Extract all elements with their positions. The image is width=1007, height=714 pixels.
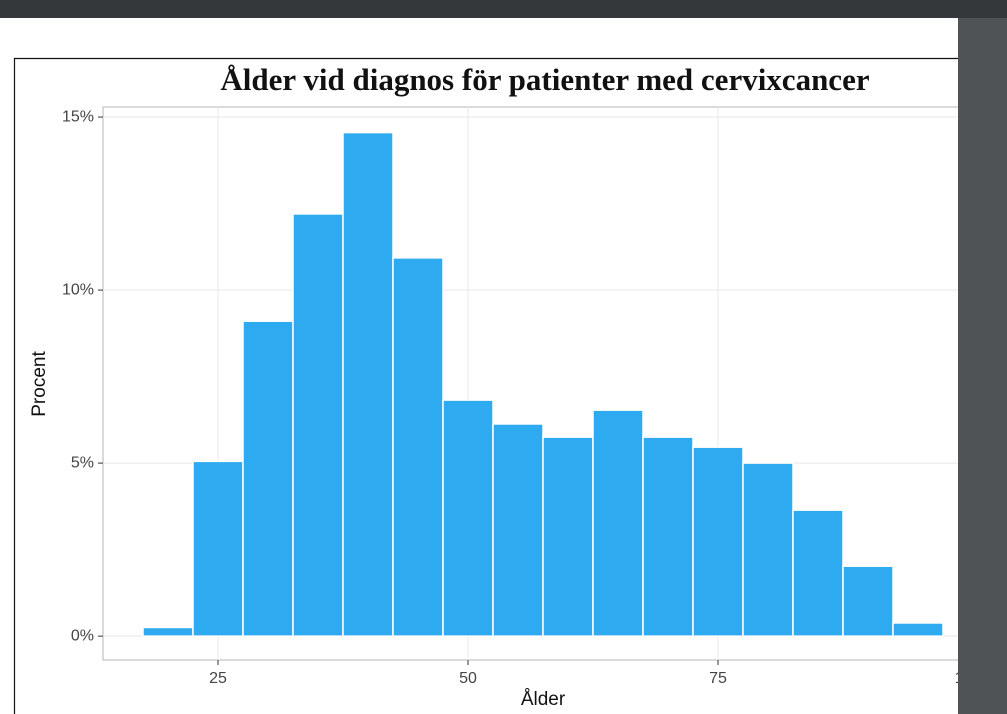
top-bar [0,0,1007,18]
bar [792,509,844,637]
bar [642,436,694,637]
y-tick-label: 10% [62,281,94,298]
y-tick-label: 5% [71,454,94,471]
x-tick-label: 50 [459,670,477,687]
bar [392,257,444,637]
bar [692,446,744,637]
y-tick-label: 15% [62,108,94,125]
bar [892,622,944,637]
bar [142,626,194,637]
x-axis-label: Ålder [521,689,566,710]
bar [192,460,244,637]
chart-title: Ålder vid diagnos för patienter med cerv… [220,62,869,97]
side-panel [958,18,1007,714]
x-tick-label: 75 [709,670,727,687]
bar [242,320,294,637]
bar [542,436,594,637]
bar [492,423,544,637]
y-tick-label: 0% [71,627,94,644]
bar [742,462,794,637]
overlay [958,18,1007,714]
bar [592,409,644,637]
bar [342,131,394,637]
y-axis-label: Procent [29,351,50,417]
bar [292,213,344,637]
bar [442,399,494,637]
plot: 0%5%10%15%255075100 [62,106,984,687]
bar [842,565,894,637]
x-tick-label: 25 [209,670,227,687]
